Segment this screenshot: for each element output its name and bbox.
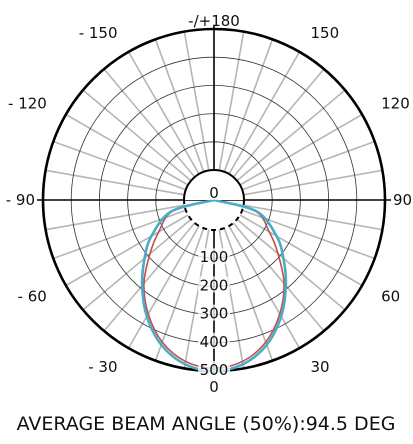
- spoke-330: [127, 225, 200, 349]
- angle-label-7: - 60: [18, 288, 47, 306]
- spoke-250: [53, 140, 187, 191]
- hub-lower-dashed: [183, 199, 245, 231]
- spoke-260: [45, 169, 185, 196]
- angle-labels: -/+180 - 150 150 - 120 120 - 90 90 - 60 60 - 30 30…: [6, 12, 412, 396]
- spoke-160: [223, 39, 274, 173]
- radial-tick-bg-5: [198, 361, 230, 377]
- radial-tick-1: 100: [200, 248, 229, 266]
- radial-tick-bg-3: [198, 304, 230, 321]
- radial-tick-bg-2: [198, 276, 230, 293]
- spoke-30: [228, 225, 301, 349]
- spoke-200: [154, 39, 205, 173]
- angle-label-3: - 120: [8, 95, 47, 113]
- angle-label-8: 60: [381, 288, 400, 306]
- spoke-320: [103, 222, 196, 332]
- spoke-220: [103, 68, 196, 178]
- spoke-110: [241, 140, 375, 191]
- radial-tick-3: 300: [200, 305, 229, 323]
- spoke-280: [45, 204, 185, 231]
- spoke-310: [82, 218, 192, 311]
- spoke-300: [65, 214, 189, 287]
- spoke-210: [127, 51, 200, 175]
- spoke-20: [223, 227, 274, 361]
- spoke-60: [239, 214, 363, 287]
- spoke-230: [82, 89, 192, 182]
- spoke-100: [243, 169, 383, 196]
- spoke-140: [232, 68, 325, 178]
- radial-tick-bg-4: [198, 332, 230, 349]
- angle-label-11: 0: [209, 378, 219, 396]
- radial-tick-4: 400: [200, 333, 229, 351]
- angle-label-5: - 90: [6, 191, 35, 209]
- spoke-80: [243, 204, 383, 231]
- angle-label-6: 90: [393, 191, 412, 209]
- angle-label-4: 120: [381, 95, 410, 113]
- angle-label-0: -/+180: [188, 12, 240, 30]
- angle-label-2: 150: [311, 24, 340, 42]
- angle-label-10: 30: [311, 358, 330, 376]
- spoke-240: [65, 113, 189, 186]
- radial-labels: 0 100 200 300 400 500: [198, 184, 230, 379]
- radial-tick-0: 0: [209, 184, 219, 202]
- angle-label-1: - 150: [79, 24, 118, 42]
- radial-tick-bg-1: [198, 248, 230, 265]
- angle-label-9: - 30: [88, 358, 117, 376]
- spoke-170: [218, 31, 245, 171]
- radial-tick-2: 200: [200, 276, 229, 294]
- radial-tick-bg-0: [198, 184, 230, 200]
- spoke-340: [154, 227, 205, 361]
- radial-tick-5: 500: [200, 361, 229, 379]
- chart-caption: AVERAGE BEAM ANGLE (50%):94.5 DEG: [17, 413, 396, 435]
- spoke-150: [228, 51, 301, 175]
- spoke-50: [236, 218, 346, 311]
- spoke-120: [239, 113, 363, 186]
- spoke-190: [183, 31, 210, 171]
- spoke-40: [232, 222, 325, 332]
- spoke-130: [236, 89, 346, 182]
